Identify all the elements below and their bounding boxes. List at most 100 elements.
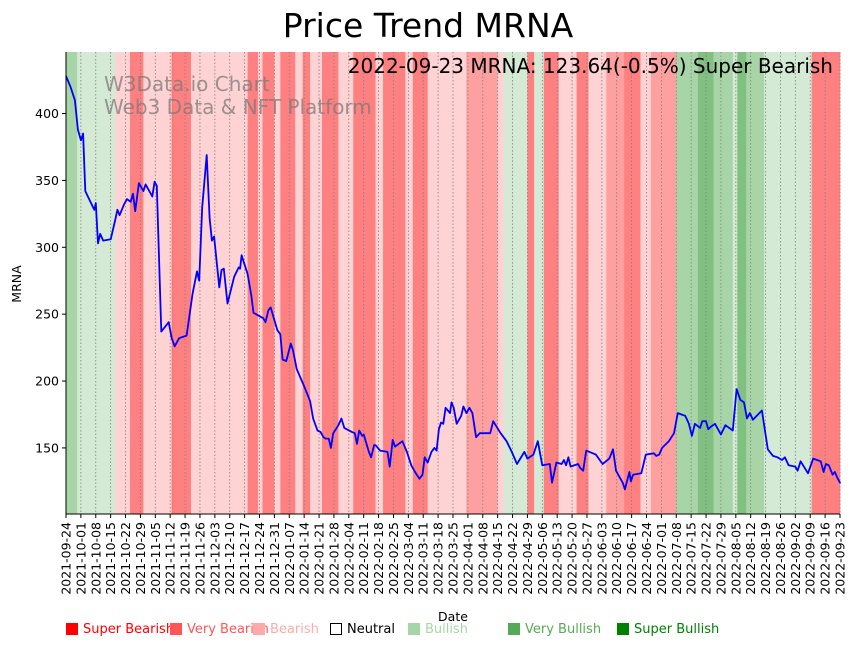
sentiment-band — [773, 52, 813, 514]
y-tick-label: 250 — [35, 307, 59, 322]
x-tick-label: 2022-08-26 — [773, 522, 788, 595]
legend-label: Very Bullish — [525, 622, 601, 637]
x-tick-label: 2022-01-14 — [297, 522, 312, 595]
x-tick-label: 2022-03-25 — [446, 522, 461, 595]
legend-swatch — [508, 623, 520, 635]
y-tick-label: 150 — [35, 440, 59, 455]
sentiment-band — [159, 52, 172, 514]
sentiment-band — [640, 52, 652, 514]
price-line-mrna — [65, 75, 841, 491]
sentiment-band — [204, 52, 225, 514]
sentiment-band — [679, 52, 699, 514]
sentiment-band — [405, 52, 414, 514]
x-tick-label: 2021-12-24 — [252, 522, 267, 595]
sentiment-band — [173, 52, 192, 514]
x-tick-label: 2021-09-24 — [59, 522, 74, 595]
legend-label: Neutral — [347, 622, 395, 637]
legend-item: Very Bearish — [170, 622, 269, 637]
legend-swatch — [617, 623, 629, 635]
x-tick-label: 2022-01-21 — [312, 522, 327, 595]
sentiment-band — [262, 52, 275, 514]
sentiment-band — [527, 52, 535, 514]
legend-label: Bearish — [270, 622, 319, 637]
x-tick-label: 2022-05-20 — [565, 522, 580, 595]
sentiment-band — [295, 52, 303, 514]
sentiment-band — [534, 52, 545, 514]
x-tick-label: 2021-12-10 — [222, 522, 237, 595]
x-tick-label: 2021-11-05 — [148, 522, 163, 595]
x-tick-label: 2022-07-01 — [654, 522, 669, 595]
x-tick-label: 2022-09-09 — [803, 522, 818, 595]
sentiment-band — [375, 52, 384, 514]
sentiment-band — [576, 52, 589, 514]
x-tick-label: 2022-07-29 — [713, 522, 728, 595]
sentiment-band — [811, 52, 841, 514]
sentiment-band — [66, 52, 78, 514]
sentiment-band — [543, 52, 559, 514]
x-tick-label: 2022-01-28 — [326, 522, 341, 595]
sentiment-band — [427, 52, 439, 514]
sentiment-band — [650, 52, 671, 514]
x-tick-label: 2022-02-25 — [386, 522, 401, 595]
legend-item: Neutral — [330, 622, 395, 637]
x-tick-label: 2022-01-07 — [282, 522, 297, 595]
x-tick-label: 2021-12-03 — [207, 522, 222, 595]
x-axis-ticks: 2021-09-24 2021-10-01 2021-10-08 2021-10-15… — [59, 514, 848, 595]
sentiment-band — [171, 52, 174, 514]
chart-title: Price Trend MRNA — [283, 6, 574, 45]
sentiment-band — [732, 52, 738, 514]
legend-swatch — [253, 623, 265, 635]
legend-swatch — [330, 623, 342, 635]
sentiment-band — [497, 52, 504, 514]
x-tick-label: 2022-06-24 — [639, 522, 654, 595]
x-tick-label: 2022-05-13 — [550, 522, 565, 595]
x-axis-label: Date — [438, 609, 468, 624]
sentiment-band — [558, 52, 577, 514]
sentiment-band — [713, 52, 734, 514]
x-tick-label: 2022-08-19 — [758, 522, 773, 595]
x-tick-label: 2021-10-08 — [88, 522, 103, 595]
x-tick-label: 2022-08-12 — [743, 522, 758, 595]
x-tick-label: 2022-05-06 — [535, 522, 550, 595]
legend-label: Super Bullish — [634, 622, 719, 637]
y-tick-label: 400 — [35, 106, 59, 121]
legend-swatch — [66, 623, 78, 635]
sentiment-band — [77, 52, 116, 514]
x-tick-label: 2021-11-26 — [192, 522, 207, 595]
watermark-line-1: W3Data.io Chart — [104, 72, 270, 96]
sentiment-band — [746, 52, 765, 514]
sentiment-bands — [66, 52, 841, 514]
x-tick-label: 2022-03-18 — [431, 522, 446, 595]
x-tick-label: 2022-09-02 — [788, 522, 803, 595]
sentiment-band — [737, 52, 747, 514]
x-tick-label: 2022-02-11 — [356, 522, 371, 595]
x-tick-label: 2021-10-15 — [103, 522, 118, 595]
x-tick-label: 2022-08-05 — [728, 522, 743, 595]
sentiment-band — [588, 52, 607, 514]
x-tick-label: 2022-04-08 — [475, 522, 490, 595]
legend-item: Bearish — [253, 622, 319, 637]
x-tick-label: 2022-05-27 — [579, 522, 594, 595]
y-axis-label: MRNA — [9, 265, 24, 303]
legend-label: Bullish — [425, 622, 468, 637]
sentiment-band — [670, 52, 677, 514]
x-tick-label: 2022-02-04 — [341, 522, 356, 595]
x-tick-label: 2022-03-11 — [416, 522, 431, 595]
x-tick-label: 2021-10-01 — [73, 522, 88, 595]
x-tick-label: 2022-06-03 — [594, 522, 609, 595]
legend-swatch — [170, 623, 182, 635]
x-tick-label: 2022-06-10 — [609, 522, 624, 595]
x-tick-label: 2021-10-22 — [118, 522, 133, 595]
legend-item: Bullish — [408, 622, 468, 637]
sentiment-band — [238, 52, 248, 514]
watermark-line-2: Web3 Data & NFT Platform — [104, 95, 372, 119]
x-tick-label: 2022-03-04 — [401, 522, 416, 595]
x-tick-label: 2022-07-22 — [699, 522, 714, 595]
sentiment-band — [310, 52, 323, 514]
sentiment-band — [130, 52, 144, 514]
legend-label: Very Bearish — [187, 622, 269, 637]
legend-item: Super Bearish — [66, 622, 174, 637]
legend-item: Super Bullish — [617, 622, 719, 637]
sentiment-band — [624, 52, 641, 514]
